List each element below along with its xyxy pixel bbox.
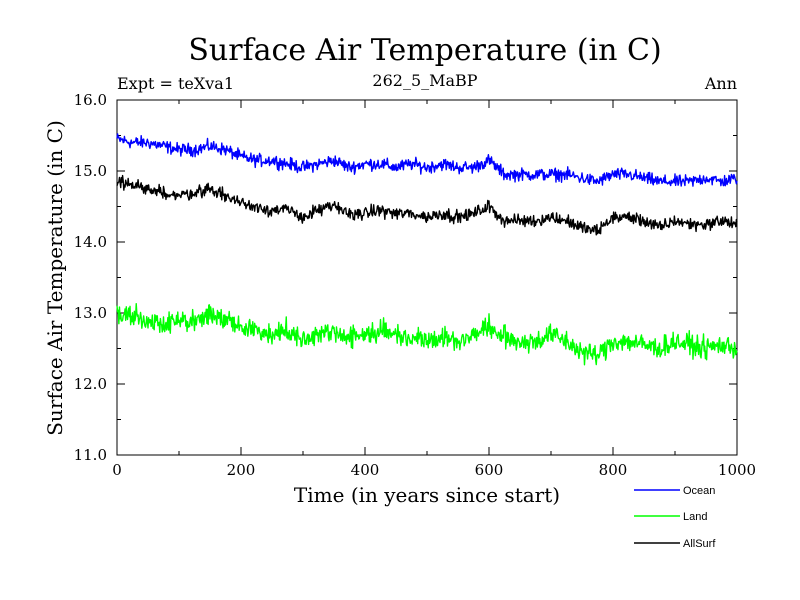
x-tick-label: 400 <box>351 461 380 479</box>
legend-label-ocean: Ocean <box>683 485 715 497</box>
x-tick-label: 200 <box>227 461 256 479</box>
y-tick-label: 13.0 <box>74 304 107 322</box>
y-axis-tick-labels: 11.0 12.0 13.0 14.0 15.0 16.0 <box>74 91 107 464</box>
legend-label-allsurf: AllSurf <box>683 538 716 550</box>
series-line-land <box>116 303 738 366</box>
experiment-label: Expt = teXva1 <box>117 74 234 93</box>
series-lines <box>116 133 738 366</box>
legend-label-land: Land <box>683 511 707 523</box>
season-label: Ann <box>704 74 737 93</box>
y-tick-label: 12.0 <box>74 375 107 393</box>
y-tick-label: 11.0 <box>74 446 107 464</box>
x-axis-tick-labels: 0 200 400 600 800 1000 <box>112 461 756 479</box>
x-axis-ticks <box>116 100 738 455</box>
x-tick-label: 600 <box>475 461 504 479</box>
series-line-allsurf <box>116 174 738 236</box>
series-line-ocean <box>116 133 738 187</box>
x-tick-label: 1000 <box>718 461 756 479</box>
y-tick-label: 15.0 <box>74 162 107 180</box>
y-tick-label: 14.0 <box>74 233 107 251</box>
x-axis-label: Time (in years since start) <box>294 483 560 507</box>
x-tick-label: 800 <box>599 461 628 479</box>
legend: Ocean Land AllSurf <box>634 485 716 550</box>
y-axis-ticks <box>117 99 737 456</box>
y-tick-label: 16.0 <box>74 91 107 109</box>
x-tick-label: 0 <box>112 461 122 479</box>
y-axis-label: Surface Air Temperature (in C) <box>43 120 67 436</box>
chart-title: Surface Air Temperature (in C) <box>188 33 661 68</box>
period-label: 262_5_MaBP <box>372 71 477 90</box>
